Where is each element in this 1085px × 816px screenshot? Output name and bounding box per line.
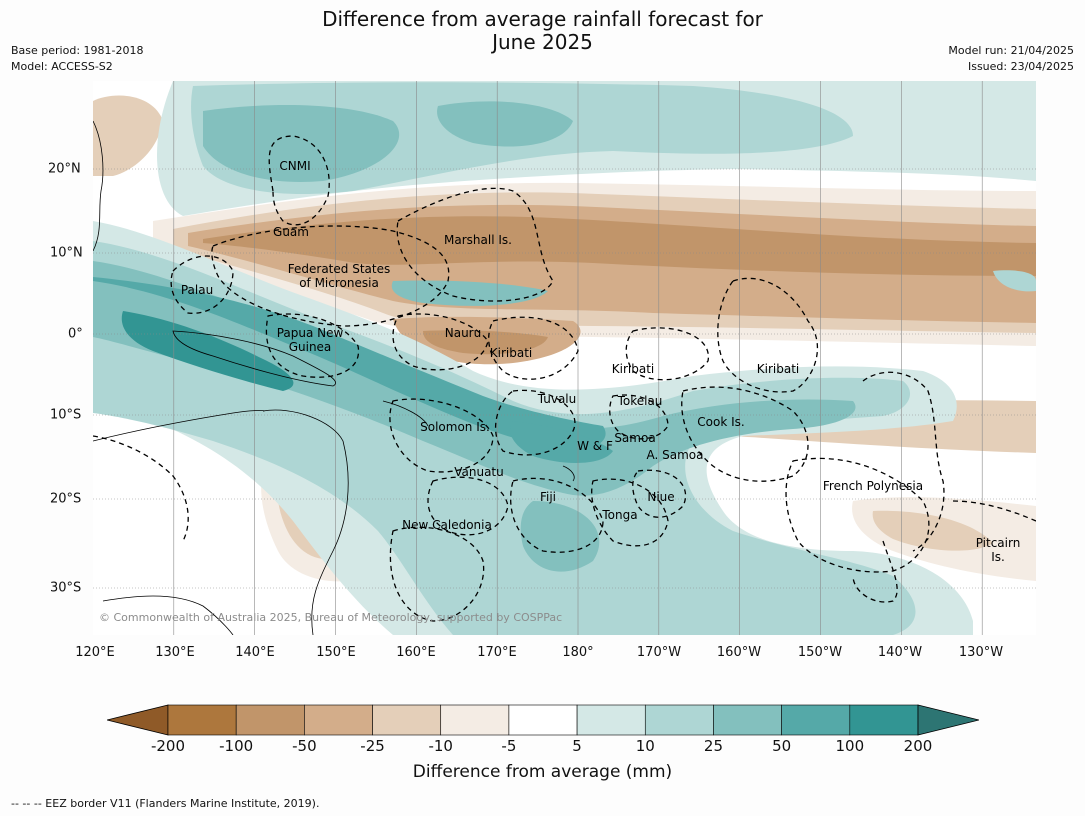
label-wallis-futuna: W & F	[577, 439, 613, 453]
copyright-notice: © Commonwealth of Australia 2025, Bureau…	[99, 611, 562, 624]
colorbar-cell	[235, 704, 305, 736]
colorbar-tick-label: 200	[903, 737, 933, 755]
label-pitcairn-line2: Is.	[991, 550, 1005, 564]
wet-anomaly-fill	[93, 81, 1036, 635]
model-run: Model run: 21/04/2025	[948, 44, 1074, 57]
region-labels: CNMI Guam Marshall Is. Federated States …	[181, 159, 1020, 564]
colorbar-cell	[167, 704, 237, 736]
coastlines	[93, 120, 575, 635]
label-pitcairn-line1: Pitcairn	[976, 536, 1021, 550]
model-name: Model: ACCESS-S2	[11, 60, 113, 73]
label-fsm-line2: of Micronesia	[299, 276, 379, 290]
colorbar-tick-label: 100	[835, 737, 865, 755]
label-fiji: Fiji	[540, 490, 556, 504]
label-png-line1: Papua New	[277, 326, 344, 340]
colorbar-cell	[304, 704, 373, 736]
colorbar-cell	[644, 704, 714, 736]
label-american-samoa: A. Samoa	[647, 448, 704, 462]
label-samoa: Samoa	[614, 431, 655, 445]
colorbar-title: Difference from average (mm)	[412, 762, 673, 782]
label-png-line2: Guinea	[289, 340, 332, 354]
x-tick-140e: 140°E	[235, 645, 275, 660]
eez-footnote: -- -- -- EEZ border V11 (Flanders Marine…	[11, 797, 320, 810]
x-tick-160e: 160°E	[396, 645, 436, 660]
colorbar-tick-label: 25	[703, 737, 723, 755]
colorbar	[107, 704, 979, 736]
label-tokelau: Tokelau	[617, 394, 663, 408]
label-palau: Palau	[181, 283, 213, 297]
label-cook-islands: Cook Is.	[697, 415, 744, 429]
x-tick-130e: 130°E	[155, 645, 195, 660]
label-kiribati-west: Kiribati	[490, 346, 532, 360]
label-solomon-islands: Solomon Is.	[420, 420, 490, 434]
label-new-caledonia: New Caledonia	[402, 518, 492, 532]
x-tick-150e: 150°E	[316, 645, 356, 660]
colorbar-extend-low	[107, 704, 169, 736]
y-tick-30s: 30°S	[50, 580, 82, 596]
colorbar-cell	[508, 704, 578, 736]
graticule	[93, 81, 1036, 635]
colorbar-tick-label: 10	[635, 737, 655, 755]
title-line-1: Difference from average rainfall forecas…	[322, 7, 763, 31]
label-vanuatu: Vanuatu	[454, 465, 504, 479]
label-fsm-line1: Federated States	[288, 262, 390, 276]
label-niue: Niue	[647, 490, 674, 504]
colorbar-cell	[713, 704, 782, 736]
y-tick-10s: 10°S	[50, 407, 82, 423]
label-kiribati-central: Kiribati	[612, 362, 654, 376]
label-french-polynesia: French Polynesia	[823, 479, 923, 493]
colorbar-tick-label: -25	[360, 737, 385, 755]
label-tuvalu: Tuvalu	[537, 392, 577, 406]
x-tick-130w: 130°W	[958, 645, 1004, 660]
label-tonga: Tonga	[601, 508, 637, 522]
issued-date: Issued: 23/04/2025	[967, 60, 1074, 73]
label-kiribati-east: Kiribati	[757, 362, 799, 376]
y-tick-0: 0°	[68, 326, 83, 342]
label-cnmi: CNMI	[279, 159, 310, 173]
colorbar-cell	[372, 704, 442, 736]
colorbar-tick-label: -5	[501, 737, 517, 755]
x-tick-180: 180°	[562, 645, 594, 660]
colorbar-tick-label: 50	[772, 737, 792, 755]
metadata-right: Model run: 21/04/2025 Issued: 23/04/2025	[948, 43, 1074, 75]
colorbar-tick-label: -10	[428, 737, 453, 755]
y-tick-20n: 20°N	[48, 161, 81, 177]
base-period: Base period: 1981-2018	[11, 44, 144, 57]
label-marshall-islands: Marshall Is.	[444, 233, 512, 247]
metadata-left: Base period: 1981-2018 Model: ACCESS-S2	[11, 43, 143, 75]
rainfall-anomaly-map: CNMI Guam Marshall Is. Federated States …	[93, 81, 1036, 635]
y-tick-20s: 20°S	[50, 491, 82, 507]
eez-borders	[93, 135, 1036, 622]
colorbar-extend-high	[917, 704, 979, 736]
colorbar-cell	[440, 704, 510, 736]
colorbar-cell	[576, 704, 646, 736]
y-tick-10n: 10°N	[50, 245, 83, 261]
x-tick-160w: 160°W	[716, 645, 762, 660]
title-line-2: June 2025	[492, 30, 593, 54]
x-tick-120e: 120°E	[75, 645, 115, 660]
x-tick-140w: 140°W	[877, 645, 923, 660]
colorbar-tick-label: -100	[219, 737, 254, 755]
colorbar-tick-label: -50	[292, 737, 317, 755]
map-title: Difference from average rainfall forecas…	[0, 8, 1085, 54]
colorbar-cell	[781, 704, 851, 736]
x-tick-150w: 150°W	[797, 645, 843, 660]
colorbar-tick-label: 5	[572, 737, 582, 755]
colorbar-tick-label: -200	[150, 737, 186, 755]
x-tick-170e: 170°E	[477, 645, 517, 660]
label-nauru: Nauru	[445, 326, 481, 340]
label-guam: Guam	[273, 225, 309, 239]
x-tick-170w: 170°W	[636, 645, 682, 660]
colorbar-cell	[849, 704, 919, 736]
